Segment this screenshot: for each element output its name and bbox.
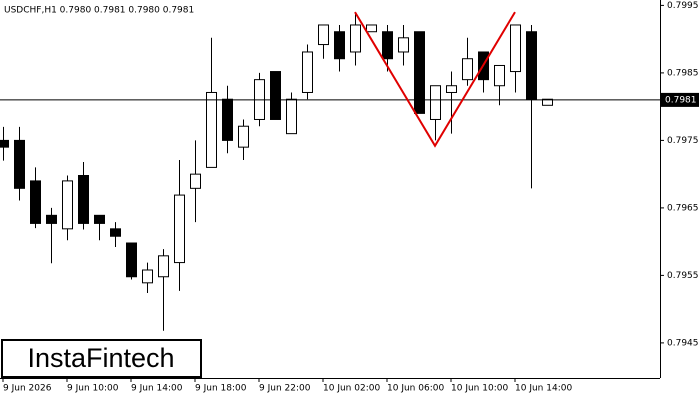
- candle-body: [94, 214, 105, 224]
- candle-body: [414, 31, 425, 114]
- x-tick-label: 9 Jun 2026: [3, 384, 52, 394]
- x-tick-label: 9 Jun 14:00: [131, 384, 183, 394]
- candle-body: [286, 98, 297, 135]
- candle-body: [366, 24, 377, 33]
- candle-body: [238, 125, 249, 148]
- current-price-label: 0.7981: [665, 95, 697, 105]
- candle-body: [30, 180, 41, 224]
- candle-body: [318, 24, 329, 46]
- candle-body: [526, 31, 537, 100]
- y-tick-label: 0.7995: [667, 1, 699, 11]
- candle-body: [206, 91, 217, 168]
- candle-body: [158, 255, 169, 278]
- candle-body: [350, 24, 361, 53]
- x-tick-label: 9 Jun 22:00: [259, 384, 311, 394]
- candle-body: [78, 175, 89, 224]
- candle-body: [510, 24, 521, 73]
- candle-body: [494, 64, 505, 87]
- x-tick-label: 9 Jun 10:00: [67, 384, 119, 394]
- candle-body: [62, 180, 73, 230]
- x-tick-label: 10 Jun 14:00: [515, 384, 572, 394]
- x-tick-label: 10 Jun 02:00: [323, 384, 380, 394]
- x-tick-label: 10 Jun 06:00: [387, 384, 444, 394]
- candle-body: [126, 242, 137, 278]
- candle-body: [270, 71, 281, 120]
- y-tick-label: 0.7965: [667, 203, 699, 213]
- candle-body: [190, 173, 201, 189]
- candle-body: [430, 85, 441, 120]
- candle-body: [14, 139, 25, 189]
- x-tick-label: 9 Jun 18:00: [195, 384, 247, 394]
- candle-body: [542, 98, 553, 106]
- candle-body: [142, 269, 153, 284]
- y-tick-label: 0.7945: [667, 338, 699, 348]
- current-price-box: [661, 92, 699, 107]
- candle-body: [46, 214, 57, 224]
- candle-body: [174, 194, 185, 264]
- candle-body: [110, 228, 121, 237]
- candle-body: [334, 31, 345, 60]
- candle-body: [222, 98, 233, 141]
- candle-body: [382, 31, 393, 60]
- candle-body: [0, 139, 9, 148]
- pattern-line: [354, 11, 516, 148]
- y-tick-label: 0.7985: [667, 68, 699, 78]
- x-tick-label: 10 Jun 10:00: [451, 384, 508, 394]
- y-tick-label: 0.7975: [667, 136, 699, 146]
- candle-body: [302, 51, 313, 93]
- y-tick-label: 0.7955: [667, 271, 699, 281]
- logo: InstaFintech: [27, 343, 174, 373]
- candle-body: [462, 58, 473, 81]
- logo-box: [1, 339, 202, 378]
- candle-body: [398, 37, 409, 53]
- chart-title: USDCHF,H1 0.7980 0.7981 0.7980 0.7981: [4, 6, 194, 16]
- candle-body: [446, 85, 457, 93]
